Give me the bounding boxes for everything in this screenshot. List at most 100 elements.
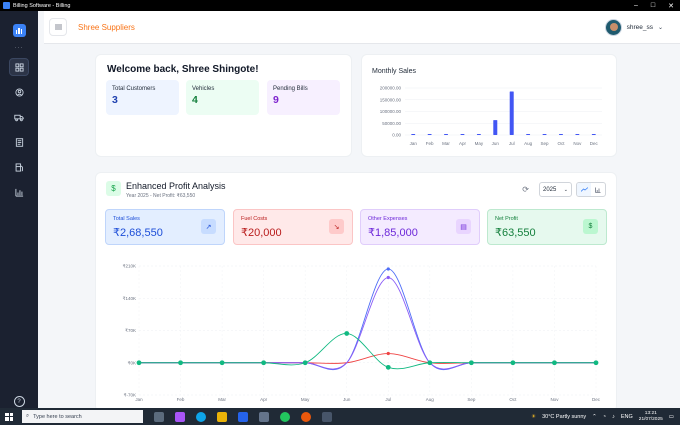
sidebar-item-fuel[interactable] bbox=[9, 158, 29, 176]
series-point-profit[interactable] bbox=[385, 364, 391, 370]
kpi-card: Total Sales ₹2,68,550 ↗ bbox=[105, 209, 225, 245]
line-chart-toggle[interactable] bbox=[577, 183, 591, 196]
copilot-icon[interactable] bbox=[175, 411, 185, 422]
monthly-sales-card: Monthly Sales 200000.00 150000.00 100000.0… bbox=[361, 54, 617, 157]
series-point-fuel[interactable] bbox=[386, 351, 390, 356]
sales-bar[interactable] bbox=[575, 134, 580, 135]
sidebar-item-customers[interactable] bbox=[9, 83, 29, 101]
notifications-icon[interactable]: ▭ bbox=[668, 413, 674, 420]
series-point-profit[interactable] bbox=[593, 360, 599, 366]
search-placeholder: Type here to search bbox=[33, 413, 82, 420]
profit-xtick-label: Oct bbox=[509, 397, 517, 402]
help-icon[interactable]: ? bbox=[13, 396, 25, 407]
profit-xtick-label: Feb bbox=[177, 397, 185, 402]
sales-bar[interactable] bbox=[411, 134, 416, 135]
series-point-profit[interactable] bbox=[219, 360, 225, 366]
user-menu[interactable]: shree_ss ⌄ bbox=[604, 18, 663, 36]
series-point-sales[interactable] bbox=[386, 267, 390, 271]
sales-xtick-label: Jun bbox=[492, 141, 500, 146]
profit-analysis-subtitle: Year 2025 - Net Profit: ₹63,550 bbox=[126, 193, 196, 199]
sales-ytick-label: 200000.00 bbox=[380, 86, 402, 91]
network-icon[interactable]: ◔ bbox=[602, 413, 607, 420]
sales-xtick-label: Jul bbox=[509, 141, 515, 146]
series-line-expenses bbox=[139, 277, 596, 370]
stat-label: Pending Bills bbox=[273, 86, 308, 92]
receipt-icon: ▤ bbox=[456, 219, 471, 234]
monthly-sales-title: Monthly Sales bbox=[372, 68, 416, 75]
sales-xtick-label: Aug bbox=[524, 141, 533, 146]
series-point-profit[interactable] bbox=[261, 360, 267, 366]
powerpoint-icon[interactable] bbox=[301, 411, 311, 422]
sales-bar[interactable] bbox=[558, 134, 563, 135]
sales-ytick-label: 50000.00 bbox=[382, 121, 401, 126]
taskbar-search-input[interactable]: ⌕ Type here to search bbox=[22, 410, 143, 423]
series-point-profit[interactable] bbox=[427, 360, 433, 366]
sales-bar[interactable] bbox=[526, 134, 531, 135]
sales-xtick-label: May bbox=[475, 141, 484, 146]
sidebar-item-reports[interactable] bbox=[9, 183, 29, 201]
series-point-profit[interactable] bbox=[468, 360, 474, 366]
series-point-profit[interactable] bbox=[552, 360, 557, 366]
truck-icon bbox=[14, 114, 24, 121]
clock[interactable]: 13:21 21/07/2025 bbox=[639, 411, 663, 423]
profit-xtick-label: Sep bbox=[467, 397, 476, 402]
sales-bar[interactable] bbox=[460, 134, 465, 135]
menu-toggle-button[interactable] bbox=[49, 18, 67, 36]
sidebar-item-bills[interactable] bbox=[9, 133, 29, 151]
language-indicator[interactable]: ENG bbox=[620, 413, 633, 420]
sales-xtick-label: Mar bbox=[442, 141, 450, 146]
sales-bar[interactable] bbox=[476, 134, 481, 135]
user-circle-icon bbox=[14, 87, 24, 97]
tray-chevron-up-icon[interactable]: ⌃ bbox=[592, 413, 597, 420]
series-point-profit[interactable] bbox=[136, 360, 142, 366]
file-explorer-icon[interactable] bbox=[217, 411, 227, 422]
chevron-down-icon: ⌄ bbox=[563, 186, 568, 193]
app-icon[interactable] bbox=[259, 411, 269, 422]
edge-browser-icon[interactable] bbox=[196, 411, 206, 422]
close-window-button[interactable]: ✕ bbox=[668, 2, 674, 10]
volume-icon[interactable]: ♪ bbox=[612, 413, 615, 420]
sidebar-item-dashboard[interactable] bbox=[9, 58, 29, 76]
series-point-profit[interactable] bbox=[510, 360, 516, 366]
stat-label: Total Customers bbox=[112, 86, 156, 92]
series-point-profit[interactable] bbox=[178, 360, 183, 366]
refresh-icon[interactable]: ⟳ bbox=[522, 185, 529, 194]
series-line-sales bbox=[139, 268, 596, 371]
sales-ytick-label: 0.00 bbox=[392, 133, 401, 138]
series-point-expenses[interactable] bbox=[386, 275, 390, 280]
bar-chart-toggle[interactable] bbox=[591, 183, 605, 196]
series-point-profit[interactable] bbox=[344, 331, 350, 336]
weather-icon: ☀ bbox=[531, 413, 537, 420]
maximize-button[interactable]: □ bbox=[650, 1, 656, 9]
series-point-profit[interactable] bbox=[302, 360, 308, 366]
app-icon bbox=[3, 2, 10, 9]
chrome-icon[interactable] bbox=[280, 411, 290, 422]
stat-total-customers: Total Customers 3 bbox=[106, 80, 179, 115]
stat-value: 3 bbox=[112, 94, 118, 106]
task-view-icon[interactable] bbox=[154, 411, 164, 422]
profit-ytick-label: ₹-70K bbox=[124, 393, 136, 398]
sales-bar[interactable] bbox=[444, 134, 449, 135]
hamburger-icon bbox=[54, 24, 62, 30]
sidebar-item-vehicles[interactable] bbox=[9, 108, 29, 126]
billing-app-icon[interactable] bbox=[322, 411, 332, 422]
chevron-down-icon: ⌄ bbox=[657, 24, 663, 31]
sales-bar[interactable] bbox=[542, 134, 547, 135]
sales-bar[interactable] bbox=[493, 120, 498, 135]
profit-analysis-title: Enhanced Profit Analysis bbox=[126, 181, 226, 191]
minimize-button[interactable]: – bbox=[633, 1, 638, 9]
windows-start-icon[interactable] bbox=[5, 412, 13, 421]
series-line-fuel bbox=[139, 353, 596, 364]
sales-xtick-label: Dec bbox=[590, 141, 599, 146]
app-logo-icon bbox=[12, 24, 26, 37]
series-line-profit bbox=[139, 333, 596, 370]
sales-bar[interactable] bbox=[509, 91, 514, 135]
welcome-card: Welcome back, Shree Shingote! Total Cust… bbox=[95, 54, 352, 157]
profit-xtick-label: Dec bbox=[592, 397, 601, 402]
year-select[interactable]: 2025 ⌄ bbox=[539, 182, 572, 197]
sales-ytick-label: 100000.00 bbox=[380, 109, 402, 114]
sales-bar[interactable] bbox=[591, 134, 596, 135]
kpi-value: ₹1,85,000 bbox=[368, 227, 418, 239]
sales-bar[interactable] bbox=[427, 134, 432, 135]
vscode-icon[interactable] bbox=[238, 411, 248, 422]
